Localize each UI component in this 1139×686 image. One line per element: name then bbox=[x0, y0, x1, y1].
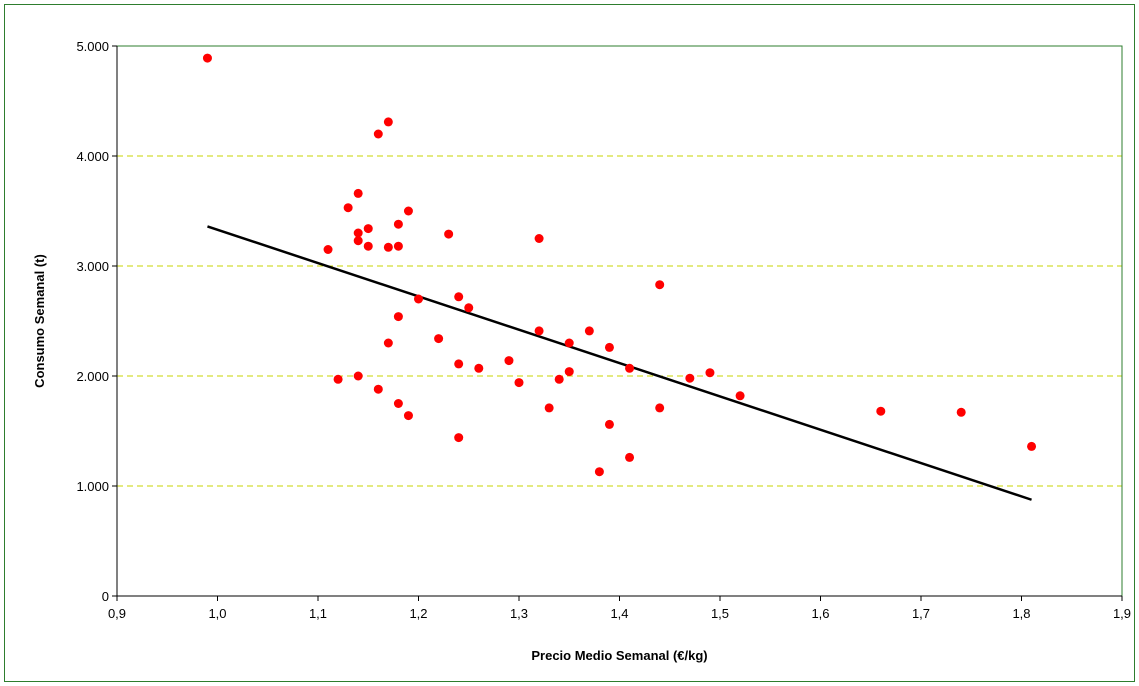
data-point bbox=[333, 374, 343, 384]
data-point bbox=[363, 224, 373, 234]
y-tick-label: 4.000 bbox=[76, 149, 109, 164]
data-point bbox=[353, 236, 363, 246]
data-point bbox=[594, 467, 604, 477]
data-point bbox=[343, 203, 353, 213]
data-point bbox=[383, 117, 393, 127]
data-point bbox=[383, 242, 393, 252]
data-point bbox=[655, 280, 665, 290]
x-tick-label: 1,8 bbox=[1012, 606, 1030, 621]
x-tick-label: 0,9 bbox=[108, 606, 126, 621]
x-tick-label: 1,2 bbox=[409, 606, 427, 621]
data-point bbox=[625, 363, 635, 373]
data-point bbox=[655, 403, 665, 413]
data-point bbox=[956, 407, 966, 417]
y-tick-label: 3.000 bbox=[76, 259, 109, 274]
data-point bbox=[454, 433, 464, 443]
data-point bbox=[534, 234, 544, 243]
x-tick-label: 1,5 bbox=[711, 606, 729, 621]
x-tick-label: 1,3 bbox=[510, 606, 528, 621]
data-point bbox=[403, 411, 413, 421]
x-axis-title: Precio Medio Semanal (€/kg) bbox=[531, 648, 707, 663]
data-point bbox=[685, 373, 695, 383]
data-point bbox=[414, 294, 423, 304]
tick-labels: 0,9 1,0 1,1 1,2 1,3 1,4 1,5 1,6 1,7 1,8 1,9 0 1.000 2… bbox=[76, 39, 1131, 621]
data-point bbox=[373, 384, 383, 394]
x-tick-label: 1,0 bbox=[208, 606, 226, 621]
y-tick-label: 2.000 bbox=[76, 369, 109, 384]
data-point bbox=[363, 241, 373, 251]
trendline-layer bbox=[207, 225, 1032, 501]
data-point bbox=[604, 342, 614, 352]
data-point bbox=[403, 206, 413, 216]
data-point bbox=[393, 399, 403, 408]
data-point bbox=[434, 334, 444, 344]
x-tick-label: 1,6 bbox=[811, 606, 829, 621]
data-point bbox=[373, 129, 383, 139]
data-point bbox=[393, 241, 403, 251]
data-point bbox=[554, 374, 564, 384]
x-tick-label: 1,1 bbox=[309, 606, 327, 621]
data-point bbox=[584, 326, 594, 336]
data-point bbox=[625, 452, 635, 462]
data-point bbox=[514, 378, 524, 388]
data-point bbox=[564, 338, 574, 348]
data-point bbox=[534, 326, 544, 336]
data-point bbox=[735, 391, 745, 401]
data-point bbox=[454, 292, 464, 302]
data-point bbox=[202, 53, 212, 63]
plot-area bbox=[116, 45, 1123, 597]
data-point bbox=[393, 219, 403, 229]
data-point bbox=[353, 371, 363, 381]
data-point bbox=[444, 229, 454, 239]
data-point bbox=[454, 359, 464, 369]
data-point bbox=[474, 363, 484, 373]
data-point bbox=[353, 188, 363, 198]
data-point bbox=[323, 245, 333, 254]
data-point bbox=[353, 228, 363, 238]
x-tick-label: 1,4 bbox=[610, 606, 628, 621]
data-point bbox=[393, 312, 403, 322]
y-tick-label: 5.000 bbox=[76, 39, 109, 54]
data-point bbox=[604, 419, 614, 429]
y-axis-title: Consumo Semanal (t) bbox=[32, 254, 47, 388]
data-point bbox=[544, 403, 554, 413]
data-point bbox=[705, 368, 715, 378]
axes bbox=[112, 45, 1123, 601]
data-point bbox=[876, 406, 886, 416]
y-tick-label: 0 bbox=[102, 589, 109, 604]
data-point bbox=[504, 356, 514, 366]
x-tick-label: 1,9 bbox=[1113, 606, 1131, 621]
data-point bbox=[464, 303, 474, 313]
grid-lines bbox=[117, 155, 1122, 487]
data-point bbox=[1027, 441, 1037, 451]
trendline bbox=[207, 225, 1032, 501]
data-point bbox=[383, 338, 393, 348]
data-point bbox=[564, 367, 574, 377]
x-tick-label: 1,7 bbox=[912, 606, 930, 621]
data-points bbox=[202, 53, 1037, 477]
y-tick-label: 1.000 bbox=[76, 479, 109, 494]
